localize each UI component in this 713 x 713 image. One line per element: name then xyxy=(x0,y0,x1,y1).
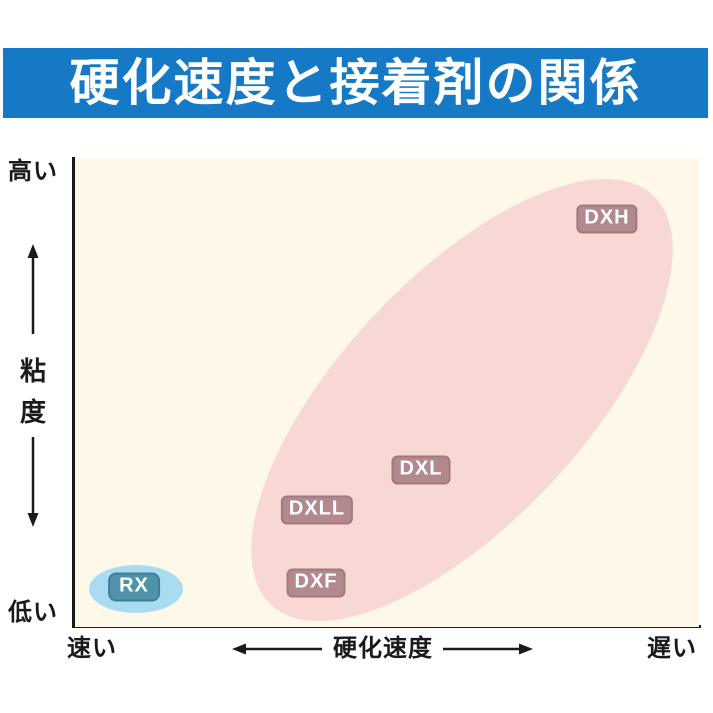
data-point-dxh: DXH xyxy=(576,204,638,234)
x-axis-fast-label: 速い xyxy=(67,635,117,662)
y-axis-title-char-1: 粘 xyxy=(20,356,47,386)
y-axis-high-label: 高い xyxy=(8,158,58,185)
data-point-dxll: DXLL xyxy=(280,495,354,525)
y-axis-title: 粘 度 xyxy=(20,351,46,433)
right-arrow-icon xyxy=(443,643,533,655)
x-axis-title: 硬化速度 xyxy=(333,635,433,662)
y-axis-low-label: 低い xyxy=(8,599,58,626)
plot-area: DXH DXL DXLL DXF RX xyxy=(75,158,699,627)
y-axis-line xyxy=(72,157,75,628)
y-axis-title-char-2: 度 xyxy=(20,397,47,427)
up-arrow-icon xyxy=(27,244,39,334)
data-point-dxl: DXL xyxy=(391,455,451,485)
left-arrow-icon xyxy=(232,643,322,655)
down-arrow-icon xyxy=(27,437,39,527)
page-title: 硬化速度と接着剤の関係 xyxy=(69,55,642,111)
data-point-rx: RX xyxy=(108,572,160,602)
title-banner: 硬化速度と接着剤の関係 xyxy=(3,48,708,118)
data-point-dxf: DXF xyxy=(286,568,346,598)
x-axis-slow-label: 遅い xyxy=(647,635,697,662)
